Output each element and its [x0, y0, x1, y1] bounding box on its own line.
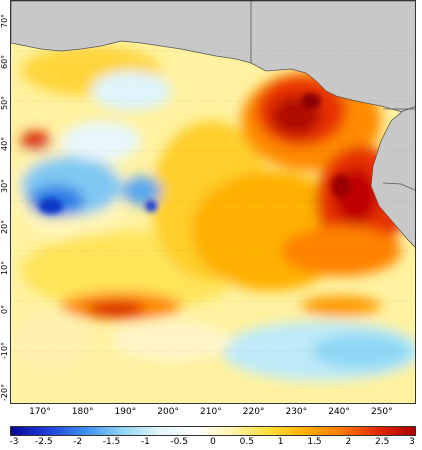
latitude-tick-label: -10°	[0, 341, 9, 359]
colorbar-tick-label: 2.5	[374, 437, 390, 447]
latitude-tick-label: 0°	[0, 304, 9, 314]
colorbar-tick-label: -2	[73, 437, 83, 447]
longitude-tick-label: 210°	[200, 407, 222, 417]
map-canvas	[11, 1, 415, 403]
political-borders	[250, 1, 415, 191]
colorbar-tick-label: 0.5	[239, 437, 254, 447]
longitude-tick-label: 250°	[370, 407, 393, 417]
latitude-tick-label: 20°	[0, 219, 9, 234]
colorbar-tick-label: -2.5	[35, 437, 53, 447]
longitude-tick-label: 220°	[242, 407, 265, 417]
longitude-tick-label: 180°	[71, 407, 94, 417]
latitude-tick-label: 60°	[0, 54, 9, 69]
longitude-tick-label: 230°	[285, 407, 308, 417]
latitude-tick-label: 30°	[0, 178, 9, 193]
colorbar-tick-label: -1	[140, 437, 150, 447]
longitude-tick-label: 200°	[157, 407, 179, 417]
latitude-tick-label: 50°	[0, 95, 9, 111]
latitude-tick-label: 10°	[0, 260, 9, 276]
colorbar-tick-label: -3	[9, 437, 19, 447]
colorbar-tick-label: -1.5	[102, 437, 121, 447]
longitude-tick-label: 170°	[29, 407, 51, 417]
colorbar-tick-label: 1.5	[307, 437, 322, 447]
colorbar-tick-label: 3	[409, 437, 415, 447]
colorbar-tick-label: 1	[277, 437, 284, 447]
land-masses	[11, 1, 415, 248]
colorbar-tick-label: -0.5	[170, 437, 188, 447]
colorbar-tick-label: 2	[345, 437, 352, 447]
colorbar-tick-label: 0	[210, 437, 216, 447]
latitude-tick-label: -20°	[0, 383, 9, 401]
longitude-tick-label: 240°	[328, 407, 350, 417]
latitude-tick-label: 70°	[0, 13, 9, 28]
sst-anomaly-map	[10, 0, 416, 404]
colorbar	[10, 426, 416, 436]
latitude-tick-label: 40°	[0, 137, 9, 152]
longitude-tick-label: 190°	[114, 407, 137, 417]
